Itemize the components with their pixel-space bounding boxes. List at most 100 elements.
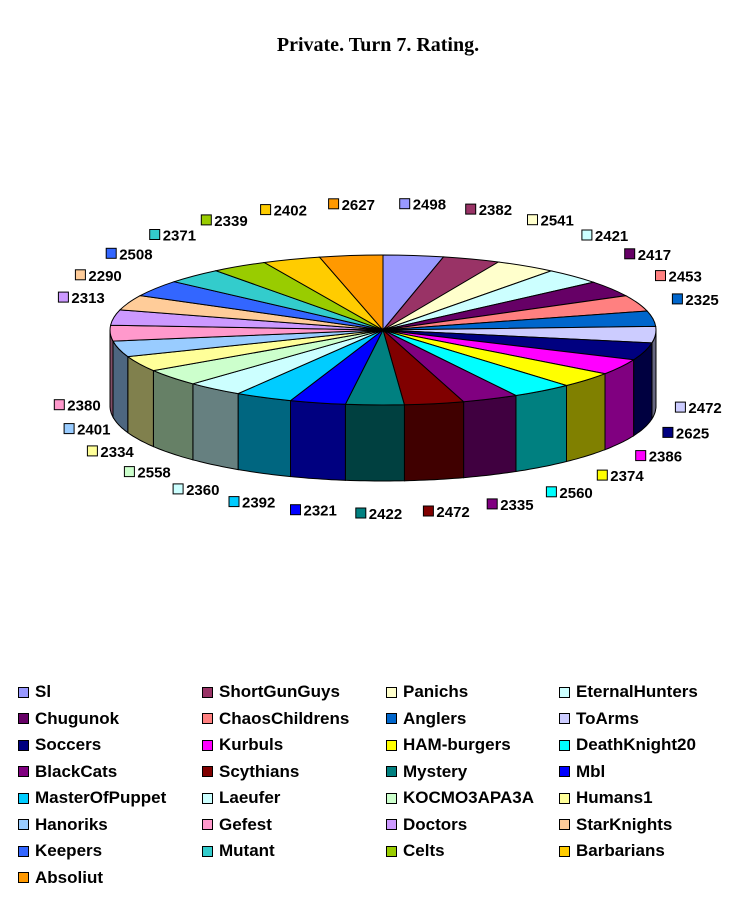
value-label-Barbarians: 2402 bbox=[260, 203, 307, 220]
legend-item-ShortGunGuys: ShortGunGuys bbox=[202, 679, 340, 705]
legend-label: ChaosChildrens bbox=[219, 708, 350, 728]
value-label-Mystery: 2422 bbox=[355, 506, 402, 523]
legend-item-Celts: Celts bbox=[386, 838, 445, 864]
legend-item-Scythians: Scythians bbox=[202, 759, 299, 785]
value-label-text: 2325 bbox=[685, 292, 718, 309]
legend-label: HAM-burgers bbox=[403, 735, 511, 754]
slice-side-MasterOfPuppet bbox=[237, 393, 291, 478]
value-label-swatch bbox=[260, 204, 272, 216]
legend-label: Celts bbox=[403, 841, 445, 860]
value-label-swatch bbox=[123, 466, 135, 478]
value-label-swatch bbox=[671, 293, 683, 305]
legend-label: Chugunok bbox=[35, 708, 120, 728]
value-label-text: 2508 bbox=[119, 246, 152, 263]
value-label-swatch bbox=[527, 214, 538, 226]
value-label-text: 2360 bbox=[186, 482, 219, 499]
legend-label: Mutant bbox=[219, 841, 275, 860]
legend-swatch bbox=[18, 713, 29, 724]
legend-item-BlackCats: BlackCats bbox=[18, 759, 117, 785]
legend-swatch bbox=[386, 766, 397, 777]
legend-label: Mbl bbox=[576, 761, 606, 781]
value-label-swatch bbox=[228, 496, 240, 508]
value-label-swatch bbox=[655, 270, 666, 282]
legend-label: DeathKnight20 bbox=[576, 735, 696, 754]
value-label-swatch bbox=[662, 426, 674, 438]
slice-side-Laeufer bbox=[192, 383, 239, 471]
legend-item-Absoliut: Absoliut bbox=[18, 865, 103, 891]
value-label-text: 2335 bbox=[500, 497, 533, 514]
value-label-StarKnights: 2290 bbox=[74, 268, 122, 285]
legend-label: ShortGunGuys bbox=[219, 682, 340, 701]
legend-item-Barbarians: Barbarians bbox=[559, 838, 665, 864]
value-label-text: 2472 bbox=[436, 504, 469, 521]
chart-title: Private. Turn 7. Rating. bbox=[276, 34, 480, 56]
value-label-Scythians: 2472 bbox=[422, 504, 470, 521]
legend-label: Humans1 bbox=[576, 788, 653, 807]
value-label-text: 2422 bbox=[369, 506, 402, 523]
value-label-swatch bbox=[74, 269, 86, 281]
legend-label: Scythians bbox=[219, 761, 300, 781]
slice-side-HAM-burgers bbox=[566, 372, 606, 463]
legend-item-ToArms: ToArms bbox=[559, 706, 639, 732]
legend-swatch bbox=[202, 686, 213, 698]
value-label-KOCMO3APA3A: 2558 bbox=[123, 465, 171, 482]
legend-label: ToArms bbox=[576, 708, 639, 728]
legend-item-Sl: Sl bbox=[18, 679, 51, 705]
value-label-Chugunok: 2417 bbox=[624, 247, 671, 264]
value-label-swatch bbox=[596, 469, 608, 481]
value-label-BlackCats: 2335 bbox=[486, 497, 534, 514]
legend-label: BlackCats bbox=[35, 761, 118, 781]
legend-label: Soccers bbox=[35, 735, 102, 754]
legend-label: Barbarians bbox=[576, 841, 665, 860]
value-label-text: 2374 bbox=[610, 468, 644, 485]
legend-label: Keepers bbox=[35, 841, 103, 860]
legend-label: Anglers bbox=[403, 708, 467, 728]
legend-label: StarKnights bbox=[576, 814, 673, 834]
value-label-swatch bbox=[63, 423, 75, 435]
value-label-swatch bbox=[545, 486, 557, 498]
value-label-ChaosChildrens: 2453 bbox=[655, 269, 702, 286]
legend-item-MasterOfPuppet: MasterOfPuppet bbox=[18, 785, 166, 811]
legend-item-Doctors: Doctors bbox=[386, 812, 467, 838]
slice-side-BlackCats bbox=[463, 394, 517, 479]
legend-item-Gefest: Gefest bbox=[202, 812, 272, 838]
legend-label: Hanoriks bbox=[35, 814, 108, 834]
value-label-ToArms: 2472 bbox=[674, 400, 722, 417]
legend-label: MasterOfPuppet bbox=[35, 788, 167, 807]
value-label-swatch bbox=[635, 450, 647, 462]
value-label-Hanoriks: 2401 bbox=[63, 422, 110, 439]
value-label-swatch bbox=[105, 247, 117, 259]
value-label-swatch bbox=[149, 229, 161, 240]
legend-swatch bbox=[386, 686, 397, 698]
slice-side-Humans1 bbox=[127, 355, 154, 448]
legend-item-Anglers: Anglers bbox=[386, 706, 466, 732]
value-label-text: 2401 bbox=[77, 422, 110, 439]
value-label-Anglers: 2325 bbox=[671, 292, 719, 309]
value-label-Kurbuls: 2386 bbox=[635, 449, 682, 466]
value-label-swatch bbox=[53, 399, 65, 411]
legend-item-Keepers: Keepers bbox=[18, 838, 102, 864]
value-label-text: 2402 bbox=[274, 203, 307, 220]
value-label-Mutant: 2371 bbox=[149, 228, 196, 245]
legend-swatch bbox=[202, 845, 213, 857]
legend-item-Mutant: Mutant bbox=[202, 838, 275, 864]
value-label-DeathKnight20: 2560 bbox=[545, 485, 593, 502]
legend-swatch bbox=[386, 819, 397, 830]
value-label-MasterOfPuppet: 2392 bbox=[228, 495, 275, 512]
value-label-text: 2382 bbox=[479, 202, 512, 219]
legend-swatch bbox=[559, 819, 570, 830]
legend-item-StarKnights: StarKnights bbox=[559, 812, 672, 838]
slice-side-Mbl bbox=[290, 400, 346, 481]
value-label-swatch bbox=[486, 498, 498, 510]
value-label-text: 2334 bbox=[100, 444, 134, 461]
value-labels: 2498 2382 2541 2421 2417 2453 2325 2472 2625 2386… bbox=[53, 197, 722, 523]
value-label-swatch bbox=[328, 198, 340, 210]
legend-item-Humans1: Humans1 bbox=[559, 785, 653, 811]
slice-side-Gefest bbox=[109, 330, 114, 420]
value-label-text: 2541 bbox=[541, 213, 574, 230]
legend-swatch bbox=[386, 792, 397, 804]
legend-swatch bbox=[386, 739, 397, 751]
legend-label: KOCMO3APA3A bbox=[403, 788, 534, 807]
legend-swatch bbox=[202, 739, 213, 751]
value-label-text: 2380 bbox=[67, 398, 100, 415]
